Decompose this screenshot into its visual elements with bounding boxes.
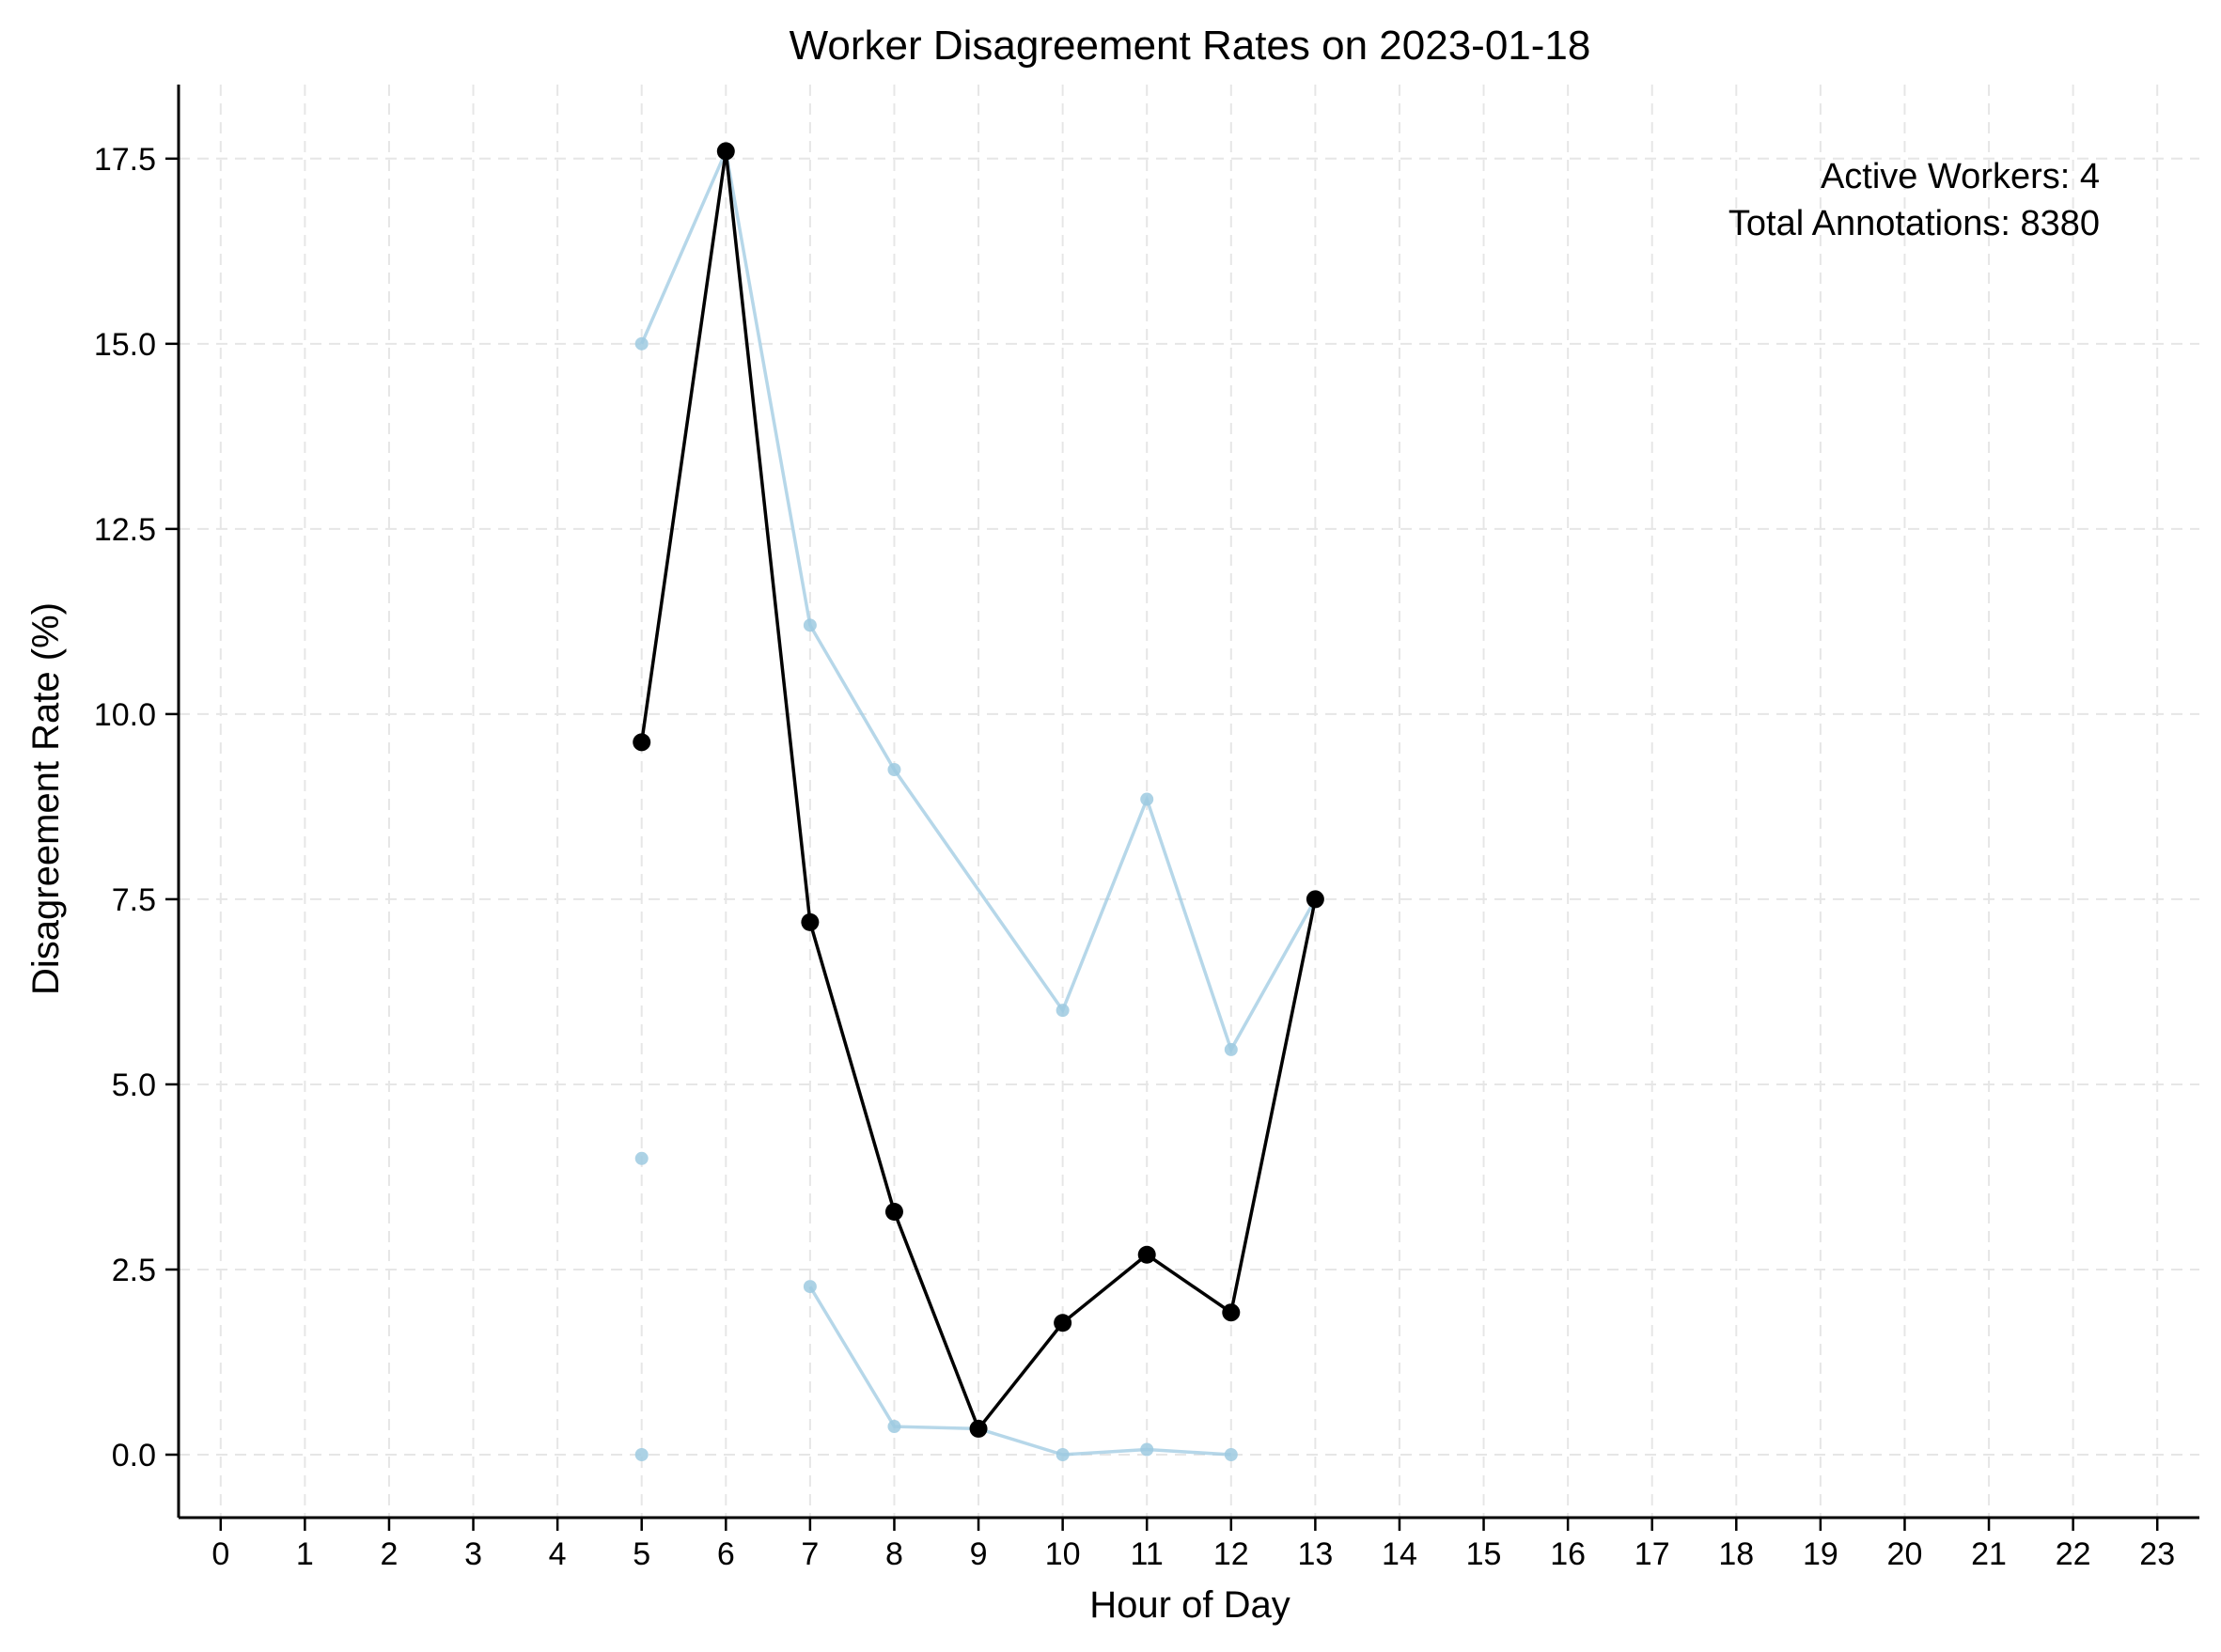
active-workers-annotation: Active Workers: 4 — [1821, 157, 2100, 196]
worker-data-point — [1224, 1448, 1238, 1462]
x-tick-label: 10 — [1045, 1536, 1081, 1572]
axes — [177, 85, 2199, 1520]
x-tick-label: 17 — [1634, 1536, 1670, 1572]
chart-title: Worker Disagreement Rates on 2023-01-18 — [790, 23, 1591, 69]
y-tick-label: 10.0 — [94, 697, 156, 733]
worker-data-point — [634, 1448, 649, 1462]
average-data-point — [1137, 1245, 1156, 1264]
x-tick-label: 8 — [885, 1536, 903, 1572]
x-tick-label: 4 — [549, 1536, 567, 1572]
x-tick-label: 18 — [1718, 1536, 1754, 1572]
worker-data-point — [1224, 1042, 1238, 1056]
average-data-point — [633, 733, 651, 752]
x-tick-label: 1 — [296, 1536, 314, 1572]
x-tick-label: 9 — [970, 1536, 988, 1572]
y-tick-label: 7.5 — [112, 882, 156, 918]
worker-data-point — [887, 763, 901, 777]
x-tick-label: 21 — [1971, 1536, 2007, 1572]
x-tick-label: 12 — [1213, 1536, 1249, 1572]
average-data-point — [1054, 1314, 1072, 1333]
worker-data-point — [887, 1420, 901, 1434]
worker-data-point — [1140, 1442, 1154, 1457]
total-annotations-annotation: Total Annotations: 8380 — [1728, 204, 2100, 243]
average-data-point — [1222, 1303, 1241, 1322]
x-tick-label: 2 — [380, 1536, 398, 1572]
worker-series-line — [640, 145, 1317, 1054]
x-axis-label: Hour of Day — [1089, 1584, 1290, 1626]
worker-data-point — [803, 618, 817, 632]
x-tick-label: 3 — [464, 1536, 482, 1572]
x-tick-label: 22 — [2056, 1536, 2091, 1572]
x-tick-label: 5 — [633, 1536, 650, 1572]
y-tick-label: 0.0 — [112, 1438, 156, 1473]
y-tick-label: 17.5 — [94, 142, 156, 178]
y-axis-label: Disagreement Rate (%) — [25, 602, 67, 995]
y-tick-label: 5.0 — [112, 1068, 156, 1103]
average-data-point — [1306, 890, 1324, 909]
average-data-point — [716, 142, 735, 161]
x-tick-label: 6 — [717, 1536, 735, 1572]
x-tick-label: 11 — [1131, 1536, 1164, 1572]
average-data-point — [969, 1419, 988, 1438]
y-tick-label: 15.0 — [94, 327, 156, 363]
worker-data-point — [634, 1151, 649, 1165]
series — [633, 142, 1324, 1462]
worker-data-point — [803, 1280, 817, 1294]
x-tick-label: 15 — [1466, 1536, 1502, 1572]
worker-series-line — [808, 1286, 1231, 1457]
x-tick-label: 19 — [1803, 1536, 1838, 1572]
ticks: 0 1 2 3 4 5 6 7 8 9 10 11 12 13 14 15 16 17 18 19 20 21 22 230.… — [94, 142, 2175, 1572]
x-tick-label: 0 — [211, 1536, 229, 1572]
x-tick-label: 23 — [2139, 1536, 2175, 1572]
x-tick-label: 14 — [1382, 1536, 1417, 1572]
grid-lines — [179, 85, 2199, 1518]
x-tick-label: 16 — [1550, 1536, 1586, 1572]
worker-data-point — [1056, 1448, 1070, 1462]
worker-data-point — [1056, 1004, 1070, 1018]
x-tick-label: 7 — [801, 1536, 819, 1572]
x-tick-label: 13 — [1297, 1536, 1333, 1572]
y-tick-label: 12.5 — [94, 512, 156, 548]
y-tick-label: 2.5 — [112, 1253, 156, 1288]
worker-data-point — [1140, 792, 1154, 806]
average-data-point — [884, 1203, 903, 1222]
average-data-point — [801, 912, 820, 931]
worker-data-point — [634, 336, 649, 351]
x-tick-label: 20 — [1887, 1536, 1923, 1572]
